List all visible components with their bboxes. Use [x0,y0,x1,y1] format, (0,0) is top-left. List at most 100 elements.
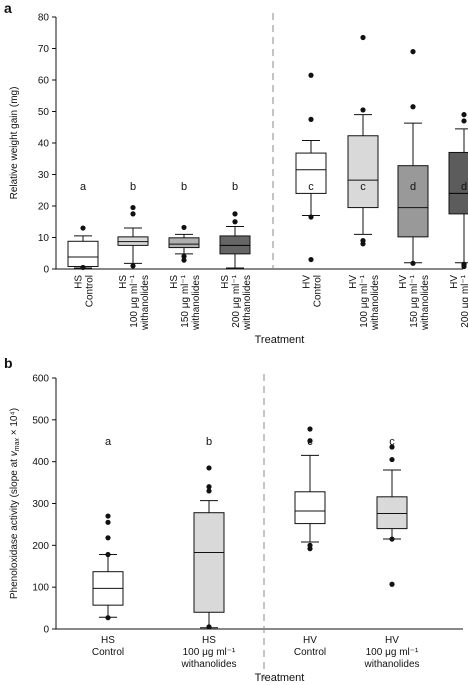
outlier-point [130,204,136,211]
outlier-point [307,546,313,552]
x-tick-label-line: withanolides [140,275,151,331]
outlier-point [308,72,314,78]
y-tick-label: 600 [32,374,49,385]
outlier-point [410,49,416,55]
significance-letter: b [232,181,238,193]
outlier-point [410,260,416,266]
significance-letter: c [360,181,366,193]
y-tick-label: 0 [43,265,49,276]
x-tick-label: HV 150 μg ml⁻¹ withanolides [398,274,431,331]
outlier-point [105,535,111,541]
y-tick-label: 10 [38,233,50,244]
outlier-point [232,219,238,225]
x-tick-label-line: HV [449,275,460,289]
x-tick-label-line: withanolides [363,659,419,670]
x-tick-label-line: 100 μg ml⁻¹ [366,647,419,658]
outlier-point [130,263,136,269]
x-tick-label-line: HS [220,275,231,289]
x-tick-label-line: 100 μg ml⁻¹ [183,647,236,658]
y-tick-label: 50 [38,107,50,118]
x-tick-label-line: 150 μg ml⁻¹ [409,274,420,327]
significance-letter: b [181,181,187,193]
x-tick-label-line: HV [398,275,409,289]
y-tick-label: 30 [38,170,50,181]
box [67,240,99,267]
x-tick-label-line: Control [294,647,326,658]
x-tick-label-line: 100 μg ml⁻¹ [359,274,370,327]
outlier-point [461,112,467,118]
y-tick-label: 80 [38,13,50,24]
y-tick-label: 500 [32,415,49,426]
box [376,496,408,530]
y-tick-label: 200 [32,541,49,552]
x-tick-label-line: HV [303,635,317,646]
box [295,152,327,194]
outlier-point [308,256,314,263]
x-tick-label-line: HS [118,275,129,289]
x-tick-label-line: HS [202,635,216,646]
y-axis-title: Relative weight gain (mg) [9,87,20,200]
outlier-point [105,551,111,558]
x-tick-label-line: HS [74,275,85,289]
x-tick-label-line: 150 μg ml⁻¹ [180,274,191,327]
x-tick-label: HS 200 μg ml⁻¹ withanolides [220,274,253,331]
y-tick-label: 400 [32,457,49,468]
outlier-point [389,536,395,542]
significance-letter: b [206,436,212,448]
y-tick-label: 60 [38,76,50,87]
box-group: b HS 150 μg ml⁻¹ withanolides [168,181,202,331]
outlier-point [461,263,467,270]
outlier-point [181,257,187,263]
x-tick-label-line: withanolides [370,275,381,331]
outlier-point [206,488,212,494]
box [397,165,429,238]
outlier-point [360,107,366,113]
box-group: d HV 150 μg ml⁻¹ withanolides [397,49,431,331]
outlier-point [80,225,86,231]
x-tick-label-line: HV [302,275,313,289]
significance-letter: a [80,181,87,193]
panel-label: a [4,0,12,16]
significance-letter: c [389,436,395,448]
x-tick-label-line: Control [92,647,124,658]
significance-letter: c [308,181,314,193]
outlier-point [360,241,366,247]
x-tick-label-line: 200 μg ml⁻¹ [460,274,468,327]
panel-a: a 0 10 20 30 40 50 60 70 80 Relative weight gain (… [4,0,468,346]
outlier-point [389,444,395,450]
x-tick-label-line: HS [101,635,115,646]
outlier-point [206,484,212,490]
x-tick-label-line: Control [313,275,324,307]
outlier-point [232,211,238,217]
outlier-point [308,116,314,122]
outlier-point [410,104,416,110]
panel-label: b [4,355,13,371]
x-tick-label-line: HV [348,275,359,289]
x-tick-label-line: Control [85,275,96,307]
outlier-point [461,118,467,124]
outlier-point [206,624,212,630]
x-axis-title: Treatment [255,334,305,346]
x-tick-label-line: withanolides [191,275,202,331]
x-tick-label-line: withanolides [180,659,236,670]
x-tick-label-line: withanolides [242,275,253,331]
y-tick-label: 40 [38,139,50,150]
significance-letter: d [461,181,467,193]
box-group: b HS 200 μg ml⁻¹ withanolides [219,181,253,331]
outlier-point [181,224,187,231]
outlier-point [105,519,111,525]
y-tick-label: 20 [38,202,50,213]
box [448,151,468,215]
